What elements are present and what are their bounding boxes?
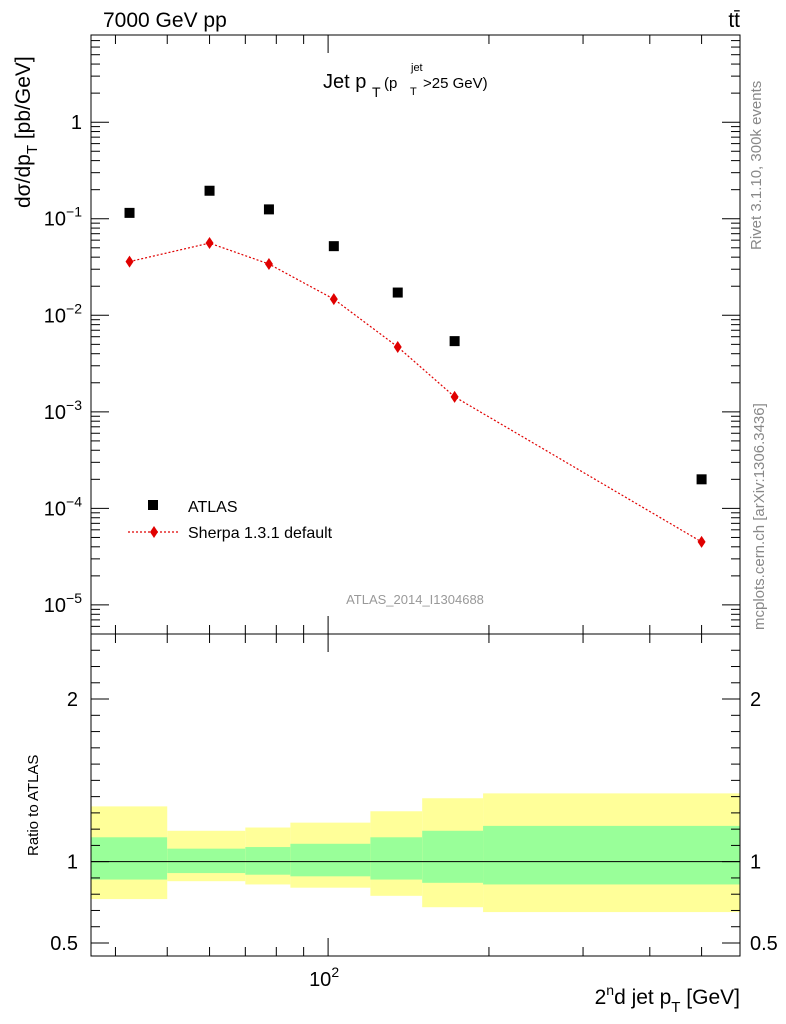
y-title-sub: T [24, 145, 41, 154]
y-title-units: [pb/GeV] [12, 56, 35, 145]
ratio-y-axis-title: Ratio to ATLAS [25, 755, 42, 856]
panel-title: Jet p T (p jet T >25 GeV) [323, 62, 488, 100]
ratio-y-tick-label-right: 0.5 [750, 933, 778, 955]
ratio-band-inner [167, 848, 246, 874]
x-title-mid: d jet p [614, 986, 671, 1009]
legend-atlas-label: ATLAS [188, 499, 238, 516]
rivet-version-label: Rivet 3.1.10, 300k events [748, 81, 765, 250]
x-title-suffix: [GeV] [680, 986, 740, 1009]
y-axis-title: dσ/dpT [pb/GeV] [12, 56, 41, 208]
x-title-prefix: 2 [595, 986, 607, 1009]
x-title-sup: n [606, 982, 614, 998]
ratio-band-inner [483, 825, 740, 885]
ratio-y-tick-label-right: 2 [750, 689, 761, 711]
panel-title-sub: T [372, 84, 381, 100]
y-tick-label: 10−1 [44, 204, 82, 231]
atlas-point [392, 287, 403, 298]
sherpa-line [129, 242, 702, 543]
ratio-frame [90, 633, 741, 957]
panel-cut-sup: jet [410, 62, 423, 74]
analysis-id: ATLAS_2014_I1304688 [346, 592, 484, 607]
ratio-band-inner [290, 843, 371, 877]
atlas-point [696, 474, 707, 485]
legend-sherpa-marker [150, 526, 158, 538]
atlas-point [449, 336, 460, 347]
legend-sherpa-label: Sherpa 1.3.1 default [188, 525, 333, 542]
main-frame [90, 34, 741, 635]
sherpa-point [450, 390, 459, 403]
ratio-y-tick-label: 0.5 [50, 933, 78, 955]
sherpa-point [697, 535, 706, 548]
ratio-band-inner [370, 837, 423, 880]
y-title-main: dσ/dp [12, 154, 35, 208]
sherpa-point [125, 255, 134, 268]
svg-text:2nd jet pT [GeV]: 2nd jet pT [GeV] [595, 982, 740, 1016]
ratio-y-tick-label: 2 [67, 689, 78, 711]
energy-label: 7000 GeV pp [103, 9, 227, 32]
panel-cut-suffix: >25 GeV) [423, 75, 488, 92]
x-tick-label: 102 [309, 964, 339, 991]
atlas-point [263, 204, 274, 215]
atlas-point [328, 241, 339, 252]
x-title-sub: T [671, 999, 680, 1016]
mcplots-label: mcplots.cern.ch [arXiv:1306.3436] [751, 403, 768, 630]
panel-title-main: Jet p [323, 71, 366, 93]
svg-text:dσ/dpT [pb/GeV]: dσ/dpT [pb/GeV] [12, 56, 41, 208]
ratio-band-layer [91, 793, 740, 913]
ratio-band-inner [422, 830, 484, 883]
sherpa-point [393, 340, 402, 353]
y-tick-label: 10−4 [44, 493, 82, 520]
y-tick-label: 10−5 [44, 590, 82, 617]
ratio-y-tick-label-right: 1 [750, 852, 761, 874]
y-tick-label: 10−2 [44, 300, 82, 327]
atlas-point [124, 207, 135, 218]
sherpa-point [264, 257, 273, 270]
sherpa-point [205, 237, 214, 250]
y-tick-label: 10−3 [44, 397, 82, 424]
series-layer [124, 185, 707, 548]
sherpa-point [329, 293, 338, 306]
legend: ATLAS Sherpa 1.3.1 default [128, 499, 333, 542]
ratio-band-inner [245, 847, 291, 875]
ratio-y-tick-label: 1 [67, 852, 78, 874]
tick-labels-layer: 1 10−1 10−2 10−3 10−4 10−5 2 2 1 1 0.5 0.5 102 [44, 112, 778, 991]
process-label: tt̄ [728, 9, 740, 32]
x-axis-title: 2nd jet pT [GeV] [595, 982, 740, 1016]
panel-cut-prefix: (p [384, 75, 397, 92]
atlas-point [204, 185, 215, 196]
legend-atlas-marker [148, 500, 158, 510]
ratio-band-inner [91, 837, 168, 880]
y-tick-label: 1 [71, 112, 82, 134]
axis-ticks-layer [91, 34, 740, 956]
panel-cut-sub: T [410, 86, 417, 98]
